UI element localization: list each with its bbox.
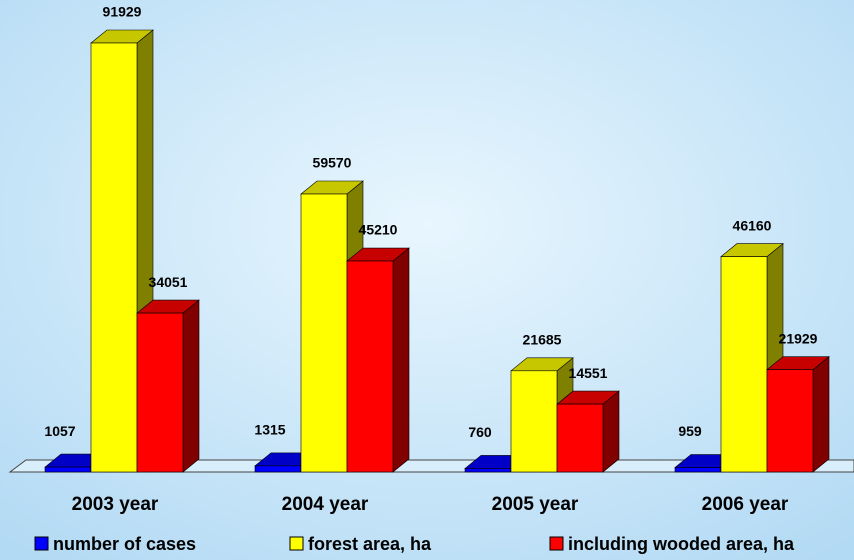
bar (300, 193, 348, 473)
legend-label: forest area, ha (308, 534, 432, 554)
bar (136, 312, 184, 473)
value-label: 14551 (569, 365, 608, 381)
bar (254, 465, 302, 473)
bar (556, 403, 604, 473)
legend-swatch (549, 536, 564, 551)
legend-label: including wooded area, ha (568, 534, 795, 554)
legend-swatch (34, 536, 49, 551)
bar (90, 42, 138, 473)
bar (674, 467, 722, 473)
x-tick-label: 2003 year (72, 494, 159, 515)
x-tick-label: 2004 year (282, 494, 369, 515)
bar (720, 256, 768, 473)
bar (766, 369, 814, 473)
bar (44, 466, 92, 473)
bar (346, 260, 394, 473)
value-label: 959 (678, 423, 702, 439)
value-label: 1315 (254, 422, 285, 438)
bar-side (182, 299, 200, 473)
value-label: 21685 (523, 332, 562, 348)
bar-side (602, 390, 620, 473)
bar-side (392, 247, 410, 473)
value-label: 46160 (733, 217, 772, 233)
legend-label: number of cases (53, 534, 196, 554)
value-label: 91929 (103, 4, 142, 20)
x-tick-label: 2006 year (702, 494, 789, 515)
value-label: 59570 (313, 155, 352, 171)
bar (464, 468, 512, 473)
value-label: 21929 (779, 330, 818, 346)
value-label: 34051 (149, 274, 188, 290)
bar-side (812, 356, 830, 473)
legend-swatch (289, 536, 304, 551)
value-label: 1057 (44, 423, 75, 439)
bar (510, 370, 558, 473)
x-tick-label: 2005 year (492, 494, 579, 515)
value-label: 45210 (359, 222, 398, 238)
value-label: 760 (468, 424, 492, 440)
